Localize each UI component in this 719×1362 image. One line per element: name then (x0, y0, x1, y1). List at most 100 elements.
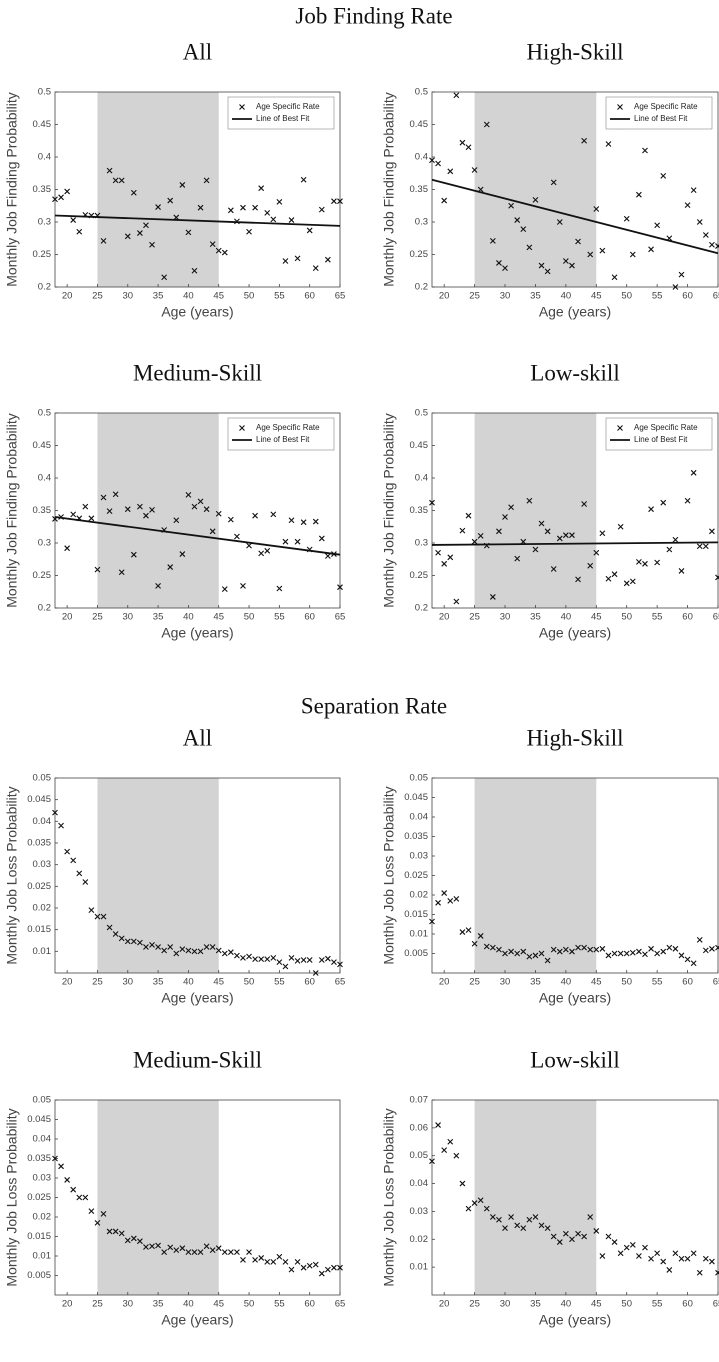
marker (617, 950, 624, 957)
marker (593, 946, 600, 953)
marker (270, 1258, 277, 1265)
marker (538, 262, 545, 269)
marker (636, 1253, 642, 1259)
marker (167, 1244, 174, 1251)
marker (508, 1214, 514, 1220)
marker (678, 568, 685, 574)
marker (215, 1245, 222, 1252)
marker (520, 948, 527, 955)
marker (258, 1255, 265, 1261)
legend-box (227, 96, 335, 130)
marker (88, 515, 95, 522)
marker (288, 1266, 295, 1273)
marker (532, 1214, 539, 1220)
x-tick-label: 30 (500, 612, 511, 623)
marker (623, 950, 630, 957)
marker (690, 1250, 697, 1257)
x-tick-label: 50 (621, 977, 632, 988)
marker (137, 1238, 143, 1245)
y-axis-label: Monthly Job Finding Probability (4, 92, 20, 287)
x-tick-label: 55 (652, 977, 663, 988)
x-tick-label: 40 (183, 977, 194, 988)
marker (197, 1249, 204, 1255)
x-axis-label: Age (years) (161, 304, 233, 320)
marker (489, 944, 496, 951)
marker (288, 217, 295, 223)
chart-title: Low-skill (530, 360, 619, 385)
marker (288, 517, 295, 524)
x-tick-label: 50 (621, 1299, 632, 1310)
marker (477, 1197, 484, 1204)
marker (203, 177, 210, 184)
x-tick-label: 25 (469, 977, 480, 988)
y-tick-label: 0.04 (33, 816, 52, 827)
marker (709, 1258, 715, 1265)
marker (197, 204, 204, 211)
y-tick-label: 0.035 (27, 1153, 51, 1164)
marker (270, 954, 277, 961)
y-tick-label: 0.45 (33, 119, 52, 130)
marker (514, 217, 521, 223)
x-tick-label: 20 (439, 977, 450, 988)
marker (562, 258, 569, 264)
marker (581, 137, 588, 144)
x-tick-label: 35 (530, 1299, 541, 1310)
marker (337, 198, 343, 205)
marker (520, 1225, 527, 1232)
marker (167, 944, 174, 950)
x-tick-label: 60 (682, 612, 693, 623)
marker (234, 1249, 240, 1255)
marker (544, 1225, 551, 1232)
x-tick-label: 40 (561, 291, 572, 302)
marker (221, 249, 228, 256)
marker (648, 945, 654, 952)
x-tick-label: 50 (621, 612, 632, 623)
panel: Medium-Skill 20 25 30 35 40 45 50 55 60 65 0.2 0.25 0… (4, 360, 346, 640)
marker (88, 1208, 95, 1215)
marker (312, 265, 319, 272)
marker (64, 1177, 71, 1183)
y-tick-label: 0.04 (33, 1134, 52, 1145)
marker (489, 1214, 496, 1220)
legend-label: Age Specific Rate (634, 423, 698, 432)
marker (435, 549, 441, 556)
marker (447, 1138, 454, 1145)
x-tick-label: 35 (530, 612, 541, 623)
marker (611, 950, 618, 957)
marker (605, 1233, 612, 1240)
marker (149, 941, 155, 948)
marker (636, 558, 642, 565)
marker (642, 951, 648, 958)
x-tick-label: 40 (561, 1299, 572, 1310)
marker (191, 1249, 198, 1255)
marker (306, 227, 313, 234)
marker (70, 1186, 77, 1193)
marker (88, 907, 95, 914)
y-tick-label: 0.03 (410, 851, 429, 862)
x-axis-label: Age (years) (539, 990, 611, 1006)
marker (654, 559, 661, 566)
marker (441, 197, 448, 204)
y-tick-label: 0.35 (410, 184, 429, 195)
marker (599, 247, 606, 254)
legend-marker (617, 425, 623, 431)
section-heading: Job Finding Rate (295, 3, 452, 28)
marker (514, 950, 521, 957)
marker (76, 870, 83, 877)
marker (702, 232, 709, 238)
marker (112, 931, 119, 937)
x-tick-label: 20 (439, 1299, 450, 1310)
marker (556, 948, 563, 955)
marker (489, 237, 496, 244)
x-tick-label: 65 (713, 291, 719, 302)
marker (82, 503, 89, 510)
marker (106, 167, 113, 174)
marker (300, 1264, 307, 1271)
panel: All 20 25 30 35 40 45 50 55 60 65 0.2 0.25 0.3 0.35 0.4… (4, 39, 346, 319)
x-tick-label: 40 (183, 1299, 194, 1310)
marker (227, 1249, 234, 1255)
y-tick-label: 0.5 (38, 408, 51, 419)
marker (294, 538, 301, 545)
y-tick-label: 0.25 (410, 570, 429, 581)
marker (282, 538, 289, 545)
